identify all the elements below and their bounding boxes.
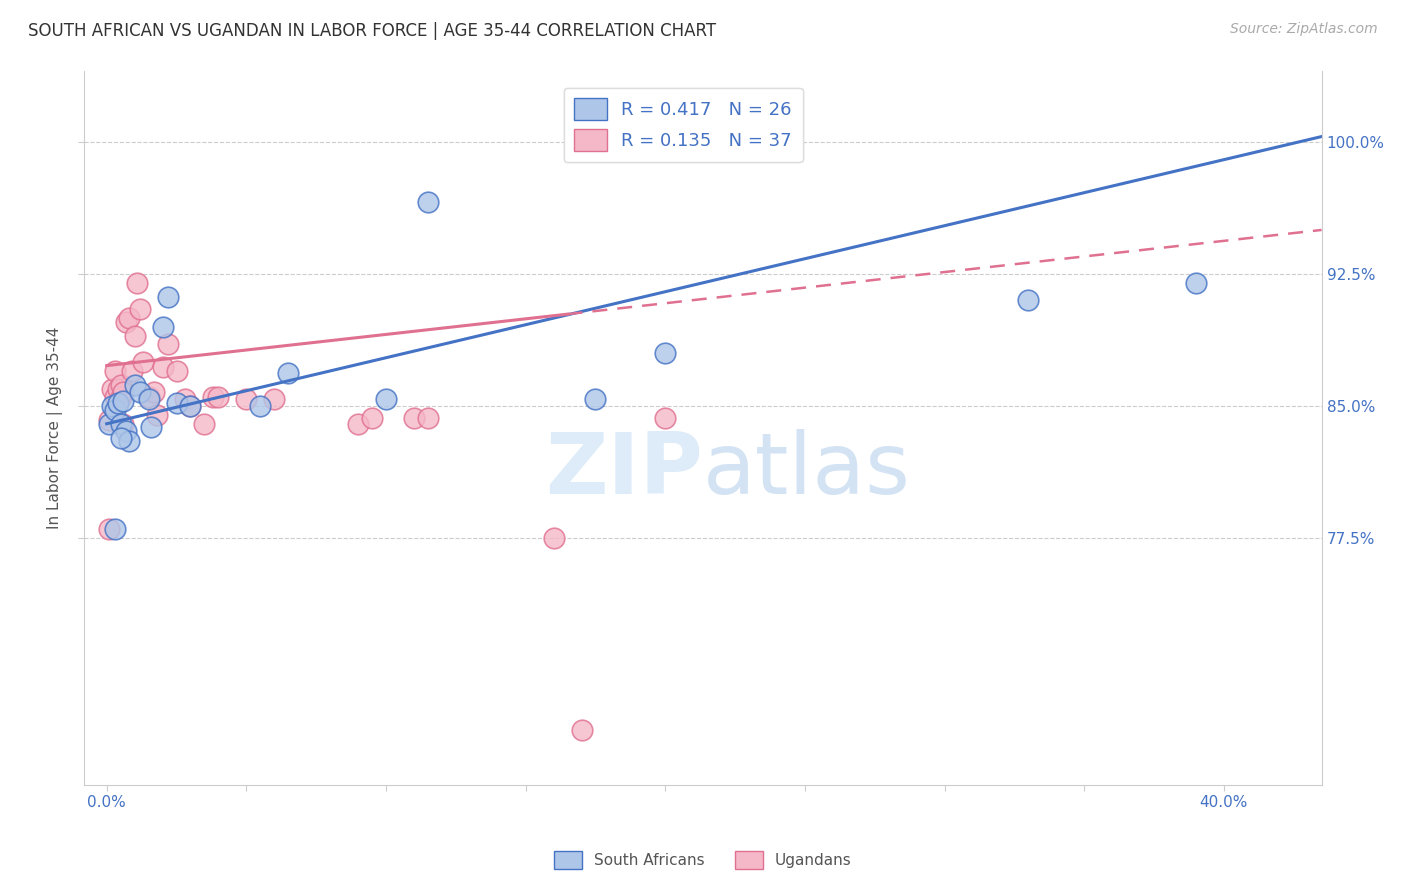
Point	[166, 364, 188, 378]
Point	[104, 523, 127, 537]
Point	[101, 382, 124, 396]
Point	[104, 364, 127, 378]
Point	[157, 337, 180, 351]
Point	[654, 411, 676, 425]
Point	[193, 417, 215, 431]
Point	[157, 290, 180, 304]
Point	[121, 364, 143, 378]
Point	[118, 434, 141, 449]
Point	[110, 417, 132, 431]
Text: ZIP: ZIP	[546, 429, 703, 513]
Point	[585, 392, 607, 406]
Point	[101, 399, 124, 413]
Point	[124, 328, 146, 343]
Point	[146, 408, 169, 422]
Point	[141, 420, 163, 434]
Point	[129, 302, 152, 317]
Text: Source: ZipAtlas.com: Source: ZipAtlas.com	[1230, 22, 1378, 37]
Point	[98, 417, 121, 431]
Point	[1017, 293, 1039, 308]
Point	[235, 392, 257, 406]
Point	[361, 411, 384, 425]
Point	[104, 402, 127, 417]
Point	[98, 413, 121, 427]
Point	[115, 424, 138, 438]
Text: atlas: atlas	[703, 429, 911, 513]
Point	[107, 395, 129, 409]
Point	[110, 378, 132, 392]
Point	[375, 392, 398, 406]
Point	[179, 399, 201, 413]
Point	[179, 399, 201, 413]
Point	[277, 366, 299, 380]
Point	[110, 431, 132, 445]
Point	[118, 311, 141, 326]
Y-axis label: In Labor Force | Age 35-44: In Labor Force | Age 35-44	[46, 327, 63, 529]
Text: SOUTH AFRICAN VS UGANDAN IN LABOR FORCE | AGE 35-44 CORRELATION CHART: SOUTH AFRICAN VS UGANDAN IN LABOR FORCE …	[28, 22, 716, 40]
Point	[402, 411, 425, 425]
Point	[143, 385, 166, 400]
Point	[201, 390, 224, 404]
Point	[107, 382, 129, 396]
Point	[207, 390, 229, 404]
Legend: R = 0.417   N = 26, R = 0.135   N = 37: R = 0.417 N = 26, R = 0.135 N = 37	[564, 87, 803, 162]
Point	[152, 319, 174, 334]
Point	[124, 378, 146, 392]
Point	[571, 723, 593, 738]
Point	[112, 385, 135, 400]
Point	[132, 355, 155, 369]
Point	[104, 390, 127, 404]
Point	[249, 399, 271, 413]
Point	[129, 385, 152, 400]
Point	[166, 395, 188, 409]
Point	[110, 390, 132, 404]
Point	[127, 276, 149, 290]
Point	[112, 393, 135, 408]
Point	[98, 523, 121, 537]
Point	[263, 392, 285, 406]
Point	[654, 346, 676, 360]
Point	[112, 417, 135, 431]
Point	[174, 392, 197, 406]
Point	[416, 194, 439, 209]
Point	[1185, 276, 1208, 290]
Point	[416, 411, 439, 425]
Point	[138, 390, 160, 404]
Point	[115, 314, 138, 328]
Point	[347, 417, 370, 431]
Point	[543, 531, 565, 545]
Point	[138, 392, 160, 406]
Point	[152, 360, 174, 375]
Legend: South Africans, Ugandans: South Africans, Ugandans	[548, 845, 858, 875]
